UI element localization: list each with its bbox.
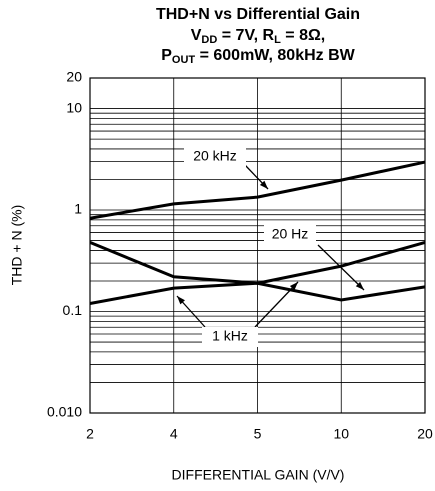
label-box — [202, 327, 258, 347]
chart-subtitle: POUT = 600mW, 80kHz BW — [161, 47, 355, 66]
text: OUT — [172, 54, 196, 66]
chart-title: THD+N vs Differential Gain — [156, 6, 360, 23]
plot-frame — [89, 77, 426, 414]
y-tick-label: 20 — [66, 69, 82, 85]
x-tick-label: 2 — [86, 426, 94, 442]
arrow — [317, 244, 365, 291]
chart-subtitle: VDD = 7V, RL = 8Ω, — [191, 27, 325, 46]
y-tick-label: 10 — [66, 99, 82, 115]
text: = 8Ω, — [281, 27, 325, 44]
y-axis-label: THD + N (%) — [9, 205, 25, 286]
y-tick-label: 0.1 — [63, 302, 83, 318]
arrow-head — [259, 180, 268, 189]
text: V — [191, 27, 202, 44]
legend-label: 20 kHz — [193, 148, 237, 164]
y-tick-label: 0.010 — [47, 404, 82, 420]
text: = 600mW, 80kHz BW — [195, 47, 356, 64]
label-box — [184, 147, 246, 167]
arrow-head — [177, 296, 185, 305]
line — [89, 160, 426, 220]
label-box — [264, 225, 316, 245]
x-tick-label: 20 — [417, 426, 433, 442]
text: = 7V, R — [217, 27, 274, 44]
line — [89, 240, 426, 305]
x-tick-label: 5 — [254, 426, 262, 442]
arrow-head — [289, 282, 298, 291]
arrow — [254, 281, 299, 328]
legend-label: 20 Hz — [272, 226, 309, 242]
x-tick-label: 4 — [170, 426, 178, 442]
text: L — [274, 34, 281, 46]
x-tick-label: 10 — [333, 426, 349, 442]
arrow-head — [355, 281, 364, 290]
text: DD — [201, 34, 217, 46]
x-axis-label: DIFFERENTIAL GAIN (V/V) — [172, 467, 345, 483]
legend-label: 1 kHz — [212, 328, 248, 344]
text: P — [161, 47, 172, 64]
y-tick-label: 1 — [74, 201, 82, 217]
